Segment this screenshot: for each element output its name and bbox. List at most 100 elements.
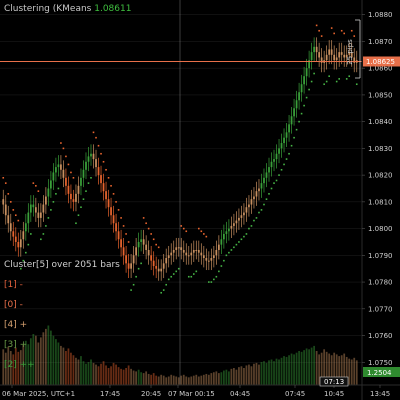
candle-body [185,252,188,256]
cluster-dot [355,83,358,86]
x-tick-label: 07 Mar 00:15 [168,390,215,398]
candle-body [220,239,223,245]
cluster-dot [270,187,273,190]
candle-body [250,199,253,205]
candle-body [65,177,67,186]
candle-body [95,159,97,168]
cluster-dot [240,238,243,241]
candle-body [180,247,183,250]
candle-body [112,215,115,224]
cluster-dot [290,144,293,147]
cluster-dot [335,80,338,83]
cluster-dot [95,136,97,139]
candle-body [90,153,92,157]
indicator-name: Clustering (KMeans [4,4,92,14]
price-axis-ticks: 1.0880 1.0870 1.0860 1.0850 1.0840 1.0830 1.08… [362,11,393,367]
indicator-title[interactable]: Clustering (KMeans 1.08611 [4,4,131,14]
cluster-dot [228,251,230,254]
candle-body [238,217,240,221]
candle-body [165,258,168,264]
volume-bars [2,325,358,385]
candle-body [353,57,356,63]
candle-body [313,46,316,53]
volume-bar [280,357,283,385]
volume-bar [147,373,150,385]
candle-body [167,255,170,259]
volume-bar [315,351,318,385]
y-tick-label: 1.0790 [368,252,393,260]
cluster-dot [80,206,82,209]
candle-body [155,266,158,269]
y-tick-label: 1.0840 [368,118,393,126]
candle-body [328,49,331,55]
cluster-dot [273,182,275,184]
cluster-row-1: [1] - [4,280,23,290]
candle-body [233,223,235,226]
candle-body [263,177,265,184]
cluster-dot [305,96,308,99]
volume-bar [65,351,67,385]
cluster-dot [198,227,200,230]
cluster-dot [102,160,105,163]
candle-body [280,143,283,149]
cluster-dot [70,171,72,174]
candle-body [330,49,333,55]
volume-bar [120,368,122,385]
candle-body [320,57,323,63]
pips-bracket: 25 pips [346,19,361,79]
cluster-dot [200,230,203,233]
cluster-dot [245,233,248,235]
volume-bar [27,344,30,385]
cluster-dot [152,238,155,241]
candle-body [32,204,35,208]
cluster-dot [150,233,152,235]
cluster-dot [25,251,27,254]
cluster-row-3: [3] + [4,340,28,350]
candle-body [197,249,200,253]
volume-bar [167,376,170,385]
volume-bar [32,334,35,385]
volume-bar [205,373,208,385]
y-tick-label: 1.0750 [368,359,393,367]
y-tick-label: 1.0880 [368,11,393,19]
volume-bar [295,352,298,385]
price-badge-text: 1.08625 [366,58,395,66]
candle-body [278,148,280,154]
volume-bar [202,374,205,385]
cluster-dot [22,259,25,262]
cluster-dot [125,233,127,235]
volume-bar [313,345,316,385]
cluster-dot [50,209,52,211]
candle-body [258,188,260,192]
cluster-dot [215,275,218,278]
volume-bar [29,338,32,385]
cluster-dot [12,209,15,211]
y-tick-label: 1.0860 [368,65,393,73]
candle-body [318,52,321,58]
candle-body [55,167,57,173]
volume-bar [92,362,95,385]
cluster-dot [120,217,122,219]
cluster-dot [167,278,170,281]
candle-body [315,46,318,53]
volume-bar [233,368,235,385]
volume-bar [290,353,293,385]
volume-bar [87,362,90,385]
volume-bar [60,345,62,385]
candle-body [335,57,338,61]
volume-bar [80,356,82,385]
candle-body [248,204,250,208]
volume-bar [265,362,268,385]
volume-bar [340,355,343,385]
volume-bar [50,330,52,385]
candle-body [160,268,163,272]
candle-body [75,193,77,202]
volume-bar [278,359,280,385]
volume-bar [37,342,40,385]
candle-body [120,239,122,248]
candle-body [100,175,102,184]
volume-bar [328,353,331,385]
volume-bar [100,363,102,385]
candle-body [137,241,140,248]
